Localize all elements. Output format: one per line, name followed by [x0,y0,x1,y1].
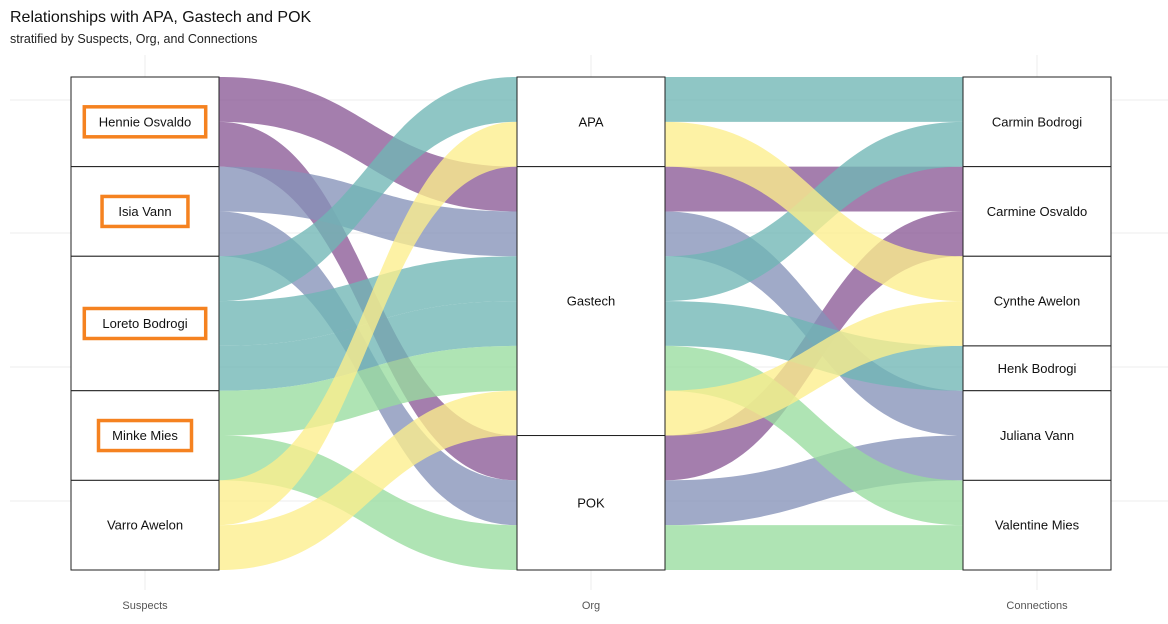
stratum-label-cynthe-awelon: Cynthe Awelon [994,294,1081,309]
stratum-box-varro-awelon [70,479,220,571]
flow-varro-awelon-to-apa [219,121,517,526]
highlight-box-isia-vann [100,194,190,229]
stratum-label-varro-awelon: Varro Awelon [107,518,183,533]
stratum-label-henk-bodrogi: Henk Bodrogi [998,361,1077,376]
flow-gastech-to-cynthe-awelon [665,301,963,436]
flow-minke-mies-to-gastech [219,345,517,436]
stratum-box-valentine-mies [962,479,1112,571]
stratum-label-carmin-bodrogi: Carmin Bodrogi [992,114,1082,129]
flow-pok-to-juliana-vann [665,435,963,526]
stratum-box-minke-mies [70,390,220,481]
flow-apa-to-carmin-bodrogi [665,77,963,122]
stratum-label-isia-vann: Isia Vann [118,204,171,219]
stratum-box-carmine-osvaldo [962,166,1112,257]
axis-tick-connections: Connections [1006,600,1068,612]
axis-ticks: Suspects Org Connections [122,600,1068,612]
highlight-box-loreto-bodrogi [82,306,208,341]
highlight-box-hennie-osvaldo [82,105,208,139]
chart-title: Relationships with APA, Gastech and POK [10,9,312,26]
stratum-label-pok: POK [577,495,605,510]
chart-subtitle: stratified by Suspects, Org, and Connect… [10,32,258,46]
stratum-box-henk-bodrogi [962,345,1112,392]
stratum-box-gastech [516,166,666,437]
stratum-box-cynthe-awelon [962,255,1112,347]
strata: Hennie Osvaldo Isia Vann Loreto Bodrogi Min… [70,76,1112,571]
axis-tick-suspects: Suspects [122,600,168,612]
stratum-label-apa: APA [578,114,603,129]
stratum-label-carmine-osvaldo: Carmine Osvaldo [987,204,1087,219]
flow-pok-to-valentine-mies [665,525,963,570]
flow-isia-vann-to-gastech [219,166,517,257]
axis-tick-org: Org [582,600,600,612]
stratum-label-loreto-bodrogi: Loreto Bodrogi [102,316,187,331]
stratum-label-hennie-osvaldo: Hennie Osvaldo [99,114,192,129]
stratum-box-pok [516,435,666,571]
stratum-label-minke-mies: Minke Mies [112,428,178,443]
flow-apa-to-cynthe-awelon [665,121,963,302]
stratum-label-juliana-vann: Juliana Vann [1000,428,1074,443]
stratum-label-gastech: Gastech [567,294,615,309]
stratum-box-isia-vann [70,166,220,257]
highlight-box-minke-mies [96,418,194,453]
stratum-box-juliana-vann [962,390,1112,481]
flows [219,77,963,570]
stratum-box-loreto-bodrogi [70,255,220,392]
flow-loreto-bodrogi-to-apa [219,77,517,302]
stratum-box-hennie-osvaldo [70,76,220,168]
stratum-label-valentine-mies: Valentine Mies [995,518,1080,533]
flow-varro-awelon-to-gastech [219,390,517,570]
